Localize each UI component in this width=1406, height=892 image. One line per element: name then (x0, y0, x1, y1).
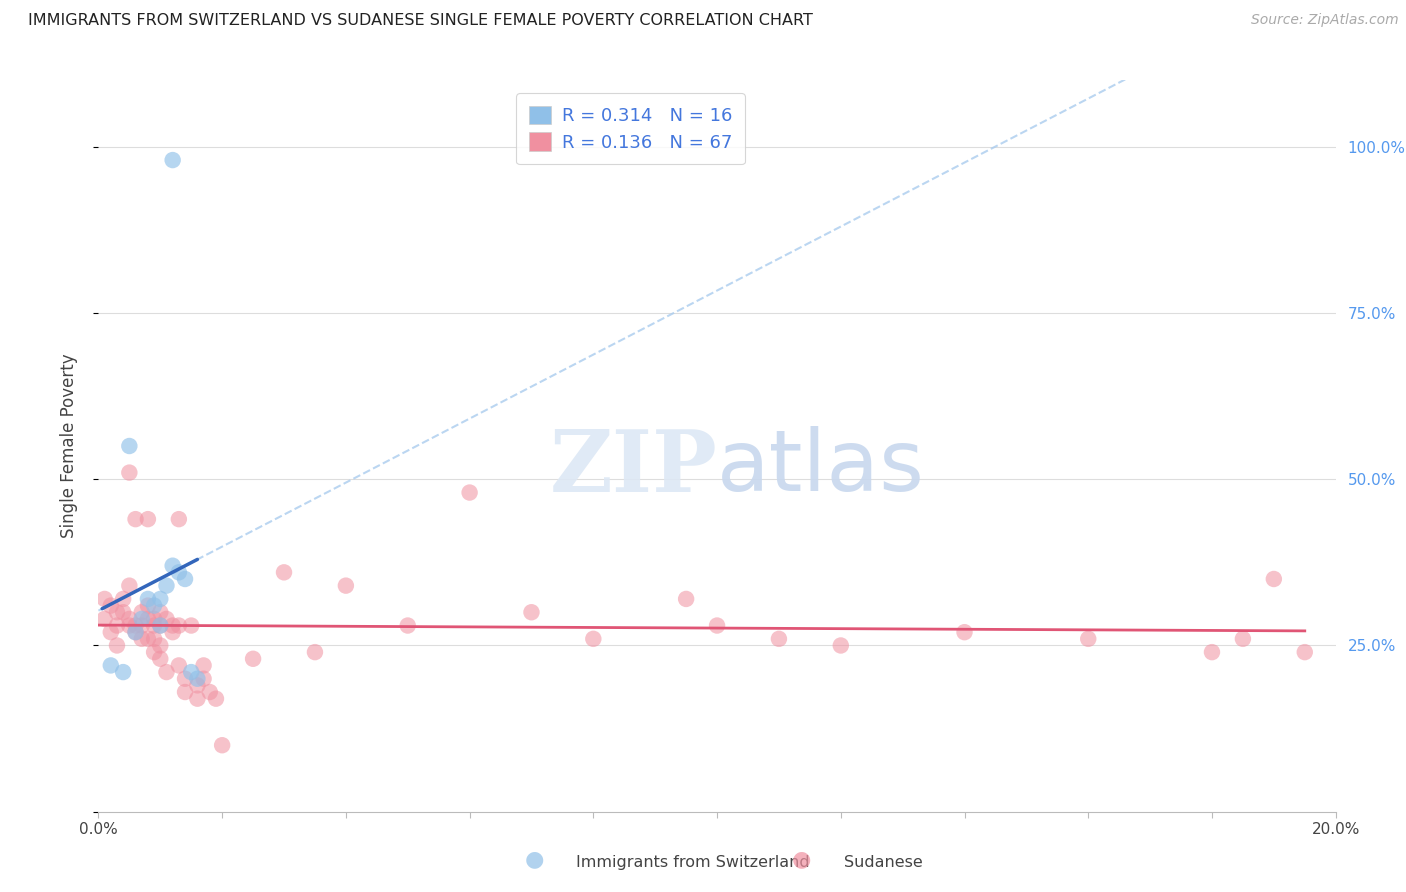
Point (105, 639, 128, 653)
Point (136, 512, 159, 526)
Point (186, 678, 208, 692)
Point (396, 618, 419, 632)
Point (180, 618, 202, 632)
Point (136, 599, 159, 613)
Point (830, 639, 852, 653)
Point (131, 618, 153, 632)
Text: ZIP: ZIP (550, 426, 717, 510)
Point (155, 579, 177, 593)
Point (706, 618, 728, 632)
Point (112, 605, 135, 619)
Point (118, 579, 141, 593)
Point (211, 738, 233, 752)
Point (155, 665, 177, 679)
Point (1232, 632, 1254, 646)
Point (180, 665, 202, 679)
Point (1201, 645, 1223, 659)
Point (118, 439, 141, 453)
Point (149, 639, 172, 653)
Point (174, 685, 197, 699)
Point (93, 591, 115, 606)
Point (136, 632, 159, 646)
Text: Source: ZipAtlas.com: Source: ZipAtlas.com (1251, 13, 1399, 28)
Point (131, 605, 153, 619)
Point (198, 685, 221, 699)
Point (162, 153, 184, 167)
Point (112, 591, 135, 606)
Point (149, 618, 172, 632)
Point (162, 618, 184, 632)
Point (143, 645, 166, 659)
Point (953, 625, 976, 640)
Legend: R = 0.314   N = 16, R = 0.136   N = 67: R = 0.314 N = 16, R = 0.136 N = 67 (516, 93, 745, 164)
Point (136, 591, 159, 606)
Point (118, 612, 141, 626)
Point (155, 612, 177, 626)
Point (174, 572, 197, 586)
Point (143, 612, 166, 626)
Point (304, 645, 326, 659)
Point (100, 658, 122, 673)
Point (186, 672, 208, 686)
Point (124, 625, 146, 640)
Point (205, 691, 228, 706)
Point (768, 632, 790, 646)
Point (458, 485, 481, 500)
Point (149, 618, 172, 632)
Point (118, 466, 141, 480)
Point (1294, 645, 1316, 659)
Point (174, 672, 197, 686)
Point (131, 632, 153, 646)
Point (149, 605, 172, 619)
Text: IMMIGRANTS FROM SWITZERLAND VS SUDANESE SINGLE FEMALE POVERTY CORRELATION CHART: IMMIGRANTS FROM SWITZERLAND VS SUDANESE … (28, 13, 813, 29)
Point (1263, 572, 1285, 586)
Point (186, 691, 208, 706)
Point (242, 652, 264, 666)
Point (675, 591, 697, 606)
Point (105, 605, 128, 619)
Point (93, 612, 115, 626)
Point (124, 512, 146, 526)
Point (136, 612, 159, 626)
Point (520, 605, 543, 619)
Point (1077, 632, 1099, 646)
Point (149, 591, 172, 606)
Point (162, 558, 184, 573)
Text: Sudanese: Sudanese (844, 855, 922, 870)
Point (582, 632, 605, 646)
Point (118, 618, 141, 632)
Point (124, 625, 146, 640)
Text: ●: ● (792, 850, 811, 870)
Point (149, 652, 172, 666)
Point (143, 632, 166, 646)
Point (167, 512, 190, 526)
Point (167, 658, 190, 673)
Point (167, 618, 190, 632)
Point (273, 566, 295, 580)
Text: atlas: atlas (717, 426, 925, 509)
Point (100, 625, 122, 640)
Point (131, 612, 153, 626)
Point (162, 625, 184, 640)
Point (193, 672, 215, 686)
Point (143, 599, 166, 613)
Point (112, 665, 135, 679)
Point (143, 618, 166, 632)
Point (193, 658, 215, 673)
Text: ●: ● (524, 850, 544, 870)
Point (167, 566, 190, 580)
Point (100, 599, 122, 613)
Point (105, 618, 128, 632)
Point (124, 618, 146, 632)
Text: Immigrants from Switzerland: Immigrants from Switzerland (576, 855, 810, 870)
Y-axis label: Single Female Poverty: Single Female Poverty (59, 354, 77, 538)
Point (335, 579, 357, 593)
